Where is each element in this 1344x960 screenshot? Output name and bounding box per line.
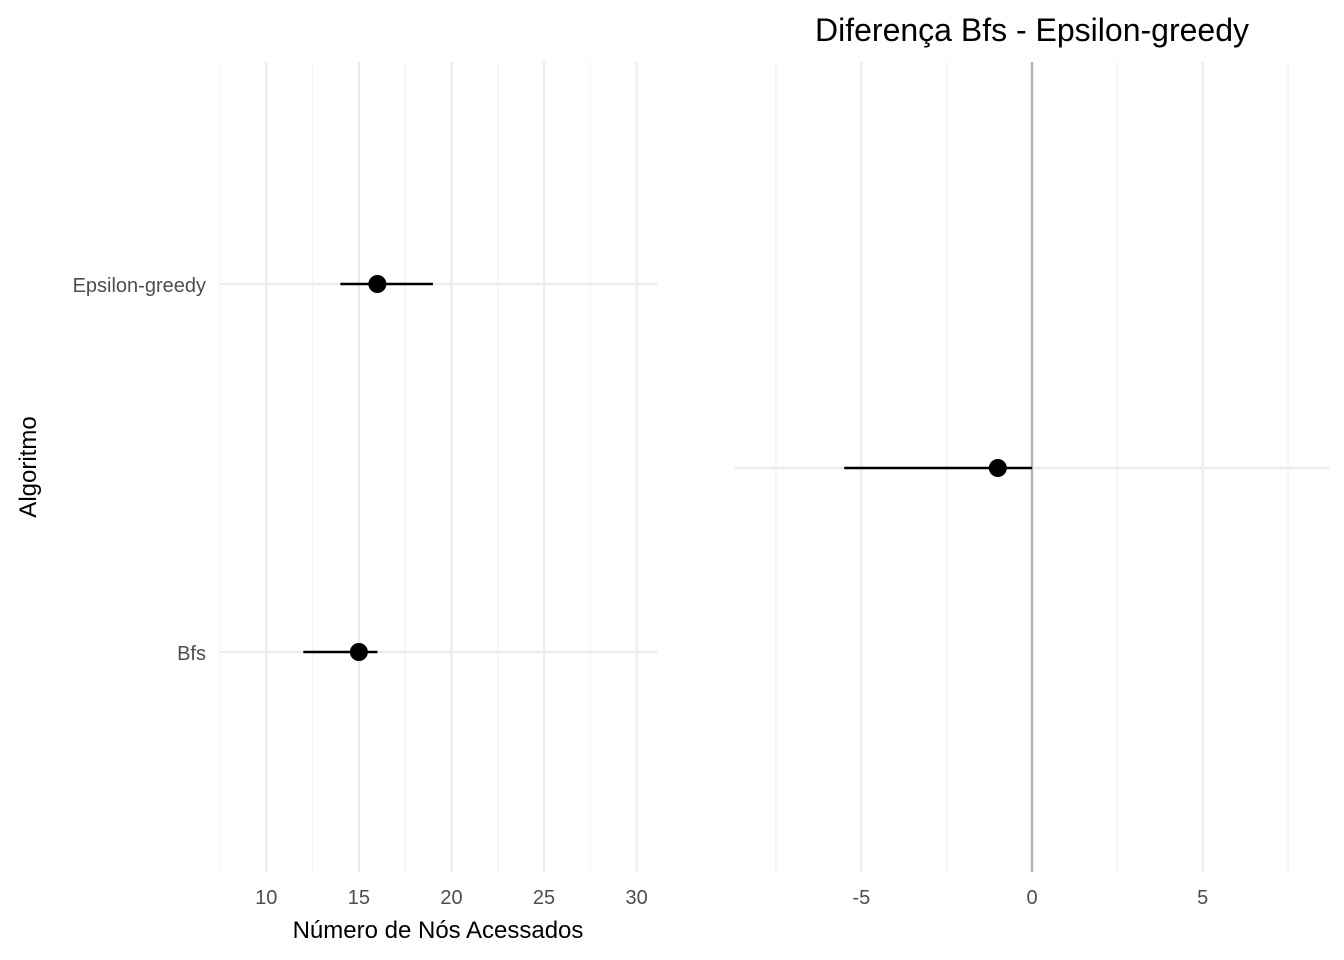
right-x-tick-label: -5 [852,887,870,909]
left-point-estimate [368,275,387,293]
left-point-estimate [349,643,368,661]
left-x-tick-label: 25 [533,887,555,909]
left-y-tick-labels: Epsilon-greedy Bfs [73,275,206,665]
left-x-tick-labels: 10 15 20 25 30 [255,887,648,909]
left-panel: 10 15 20 25 30 Epsilon-greedy Bfs Número de N… [15,62,657,944]
right-x-tick-labels: -5 0 5 [852,887,1208,909]
left-y-tick-label: Epsilon-greedy [73,275,206,297]
right-panel-title: Diferença Bfs - Epsilon-greedy [815,12,1249,48]
left-x-tick-label: 10 [255,887,277,909]
right-x-tick-label: 0 [1026,887,1037,909]
right-panel: Diferença Bfs - Epsilon-greedy -5 0 5 [735,12,1329,909]
left-y-axis-title: Algoritmo [15,416,42,517]
right-point-estimate [988,459,1007,477]
left-x-tick-label: 30 [626,887,648,909]
left-marks [303,275,433,661]
left-x-tick-label: 15 [348,887,370,909]
left-y-tick-label: Bfs [177,643,206,665]
left-x-tick-label: 20 [440,887,462,909]
right-x-tick-label: 5 [1197,887,1208,909]
left-grid [219,62,657,872]
right-marks [844,459,1032,477]
left-x-axis-title: Número de Nós Acessados [293,917,584,944]
